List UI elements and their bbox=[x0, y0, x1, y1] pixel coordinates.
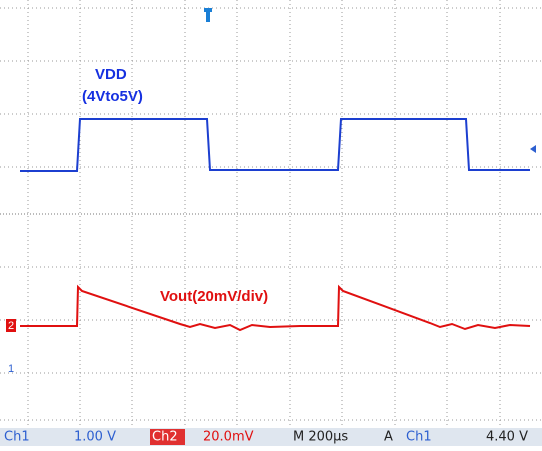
status-ch2-bg bbox=[150, 429, 185, 445]
status-mode: A bbox=[384, 430, 393, 445]
ch2-trace bbox=[20, 284, 531, 332]
ch2-marker-bg bbox=[6, 319, 16, 332]
graticule bbox=[0, 0, 542, 426]
ch1-trace bbox=[20, 118, 530, 172]
status-trig-level: 4.40 V bbox=[486, 430, 528, 445]
status-bar bbox=[0, 428, 542, 446]
trigger-marker bbox=[204, 8, 212, 22]
ch1-marker: 1 bbox=[8, 363, 14, 375]
status-ch1: Ch1 bbox=[4, 430, 30, 445]
status-ch2: Ch2 bbox=[152, 430, 178, 445]
vdd-range-label: (4Vto5V) bbox=[82, 88, 143, 105]
trigger-level-marker bbox=[530, 145, 536, 153]
vout-label: Vout(20mV/div) bbox=[160, 288, 268, 305]
ch2-marker: 2 bbox=[8, 320, 14, 332]
status-ch1-scale: 1.00 V bbox=[74, 430, 116, 445]
status-ch2-scale: 20.0mV bbox=[203, 430, 254, 445]
status-time: M 200µs bbox=[293, 430, 348, 445]
vdd-label: VDD bbox=[95, 66, 127, 83]
status-trig-src: Ch1 bbox=[406, 430, 432, 445]
